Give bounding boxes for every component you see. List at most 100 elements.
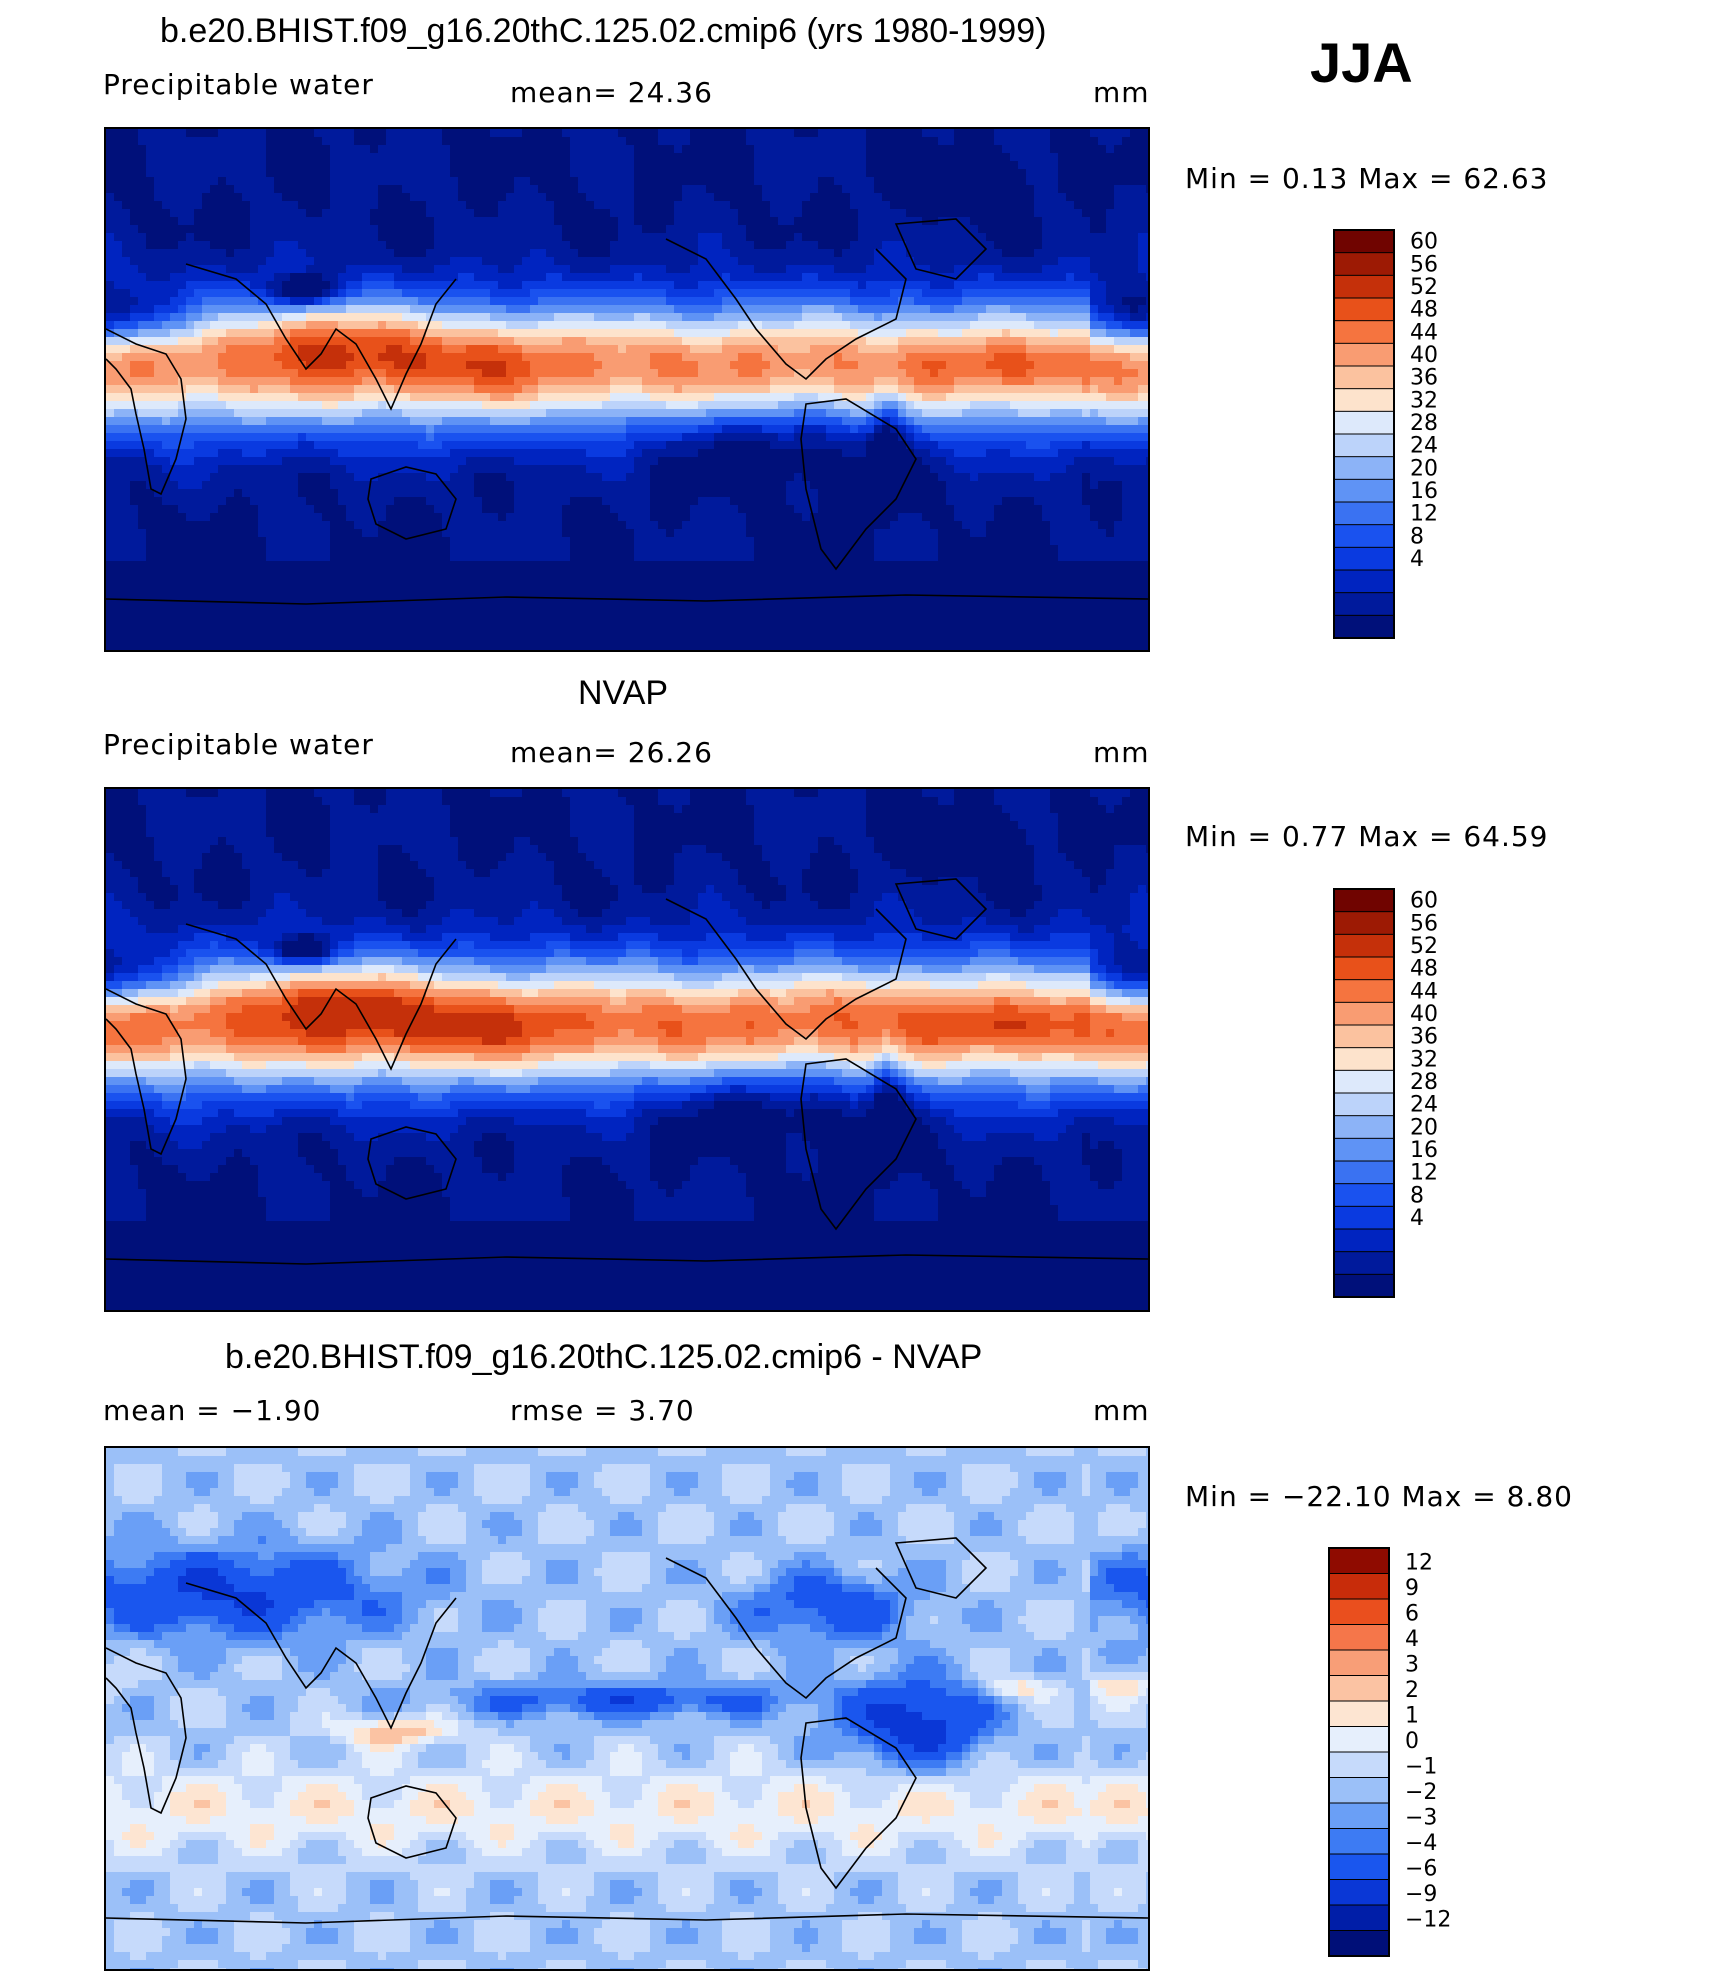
panel3-rmse-label: rmse = 3.70 xyxy=(510,1394,695,1427)
panel3-mean-label: mean = −1.90 xyxy=(103,1394,321,1427)
colorbar-tick-label: 12 xyxy=(1405,1551,1433,1576)
colorbar-tick-label: 48 xyxy=(1410,298,1438,323)
colorbar-tick-label: −6 xyxy=(1405,1857,1437,1882)
panel1-colorbar: 60 56 52 48 44 40 36 32 28 24 20 16 12 8 4 xyxy=(1333,228,1473,644)
colorbar-tick-label: 0 xyxy=(1405,1729,1419,1754)
panel1-map xyxy=(104,127,1150,652)
colorbar-swatch xyxy=(1328,1598,1390,1626)
colorbar-tick-label: 2 xyxy=(1405,1678,1419,1703)
colorbar-swatch xyxy=(1333,614,1395,640)
colorbar-swatch xyxy=(1328,1904,1390,1932)
colorbar-swatch xyxy=(1333,320,1395,345)
colorbar-tick-label: 40 xyxy=(1410,343,1438,368)
colorbar-swatch xyxy=(1333,1047,1395,1072)
field-cells xyxy=(106,1448,1148,1969)
panel3-title: b.e20.BHIST.f09_g16.20thC.125.02.cmip6 -… xyxy=(225,1338,982,1377)
panel3-colorbar: 12 9 6 4 3 2 1 0 −1 −2 −3 −4 −6 −9 −12 xyxy=(1328,1546,1478,1962)
colorbar-swatch xyxy=(1333,956,1395,981)
colorbar-swatch xyxy=(1333,252,1395,277)
colorbar-tick-label: 52 xyxy=(1410,934,1438,959)
colorbar-swatch xyxy=(1333,501,1395,526)
coastlines xyxy=(106,878,1148,1265)
colorbar-swatch xyxy=(1333,1251,1395,1276)
colorbar-tick-label: 4 xyxy=(1405,1627,1419,1652)
panel1-mean-label: mean= 24.36 xyxy=(510,76,713,109)
panel3-minmax: Min = −22.10 Max = 8.80 xyxy=(1185,1480,1573,1513)
colorbar-tick-label: 32 xyxy=(1410,388,1438,413)
panel1-title: b.e20.BHIST.f09_g16.20thC.125.02.cmip6 (… xyxy=(160,12,1046,51)
panel3-map xyxy=(104,1446,1150,1971)
colorbar-tick-label: 24 xyxy=(1410,1093,1438,1118)
colorbar-tick-label: 16 xyxy=(1410,479,1438,504)
colorbar-tick-label: −2 xyxy=(1405,1780,1437,1805)
colorbar-swatch xyxy=(1328,1751,1390,1779)
colorbar-tick-label: 8 xyxy=(1410,1183,1424,1208)
colorbar-tick-label: 36 xyxy=(1410,1025,1438,1050)
colorbar-swatch xyxy=(1328,1547,1390,1575)
colorbar-tick-label: 24 xyxy=(1410,434,1438,459)
colorbar-swatch xyxy=(1333,1092,1395,1117)
colorbar-tick-label: −3 xyxy=(1405,1806,1437,1831)
colorbar-tick-label: −1 xyxy=(1405,1755,1437,1780)
colorbar-swatch xyxy=(1333,274,1395,299)
colorbar-tick-label: 36 xyxy=(1410,366,1438,391)
colorbar-tick-label: 12 xyxy=(1410,502,1438,527)
colorbar-swatch xyxy=(1328,1879,1390,1906)
panel3-units: mm xyxy=(1093,1394,1150,1427)
colorbar-swatch xyxy=(1333,365,1395,390)
panel2-colorbar: 60 56 52 48 44 40 36 32 28 24 20 16 12 8 4 xyxy=(1333,887,1473,1303)
panel2-map xyxy=(104,787,1150,1312)
colorbar-swatch xyxy=(1328,1777,1390,1804)
colorbar-tick-label: 1 xyxy=(1405,1704,1419,1729)
colorbar-tick-label: 60 xyxy=(1410,889,1438,914)
colorbar-swatch xyxy=(1333,1069,1395,1094)
colorbar-tick-label: 44 xyxy=(1410,320,1438,345)
colorbar-tick-label: 56 xyxy=(1410,911,1438,936)
colorbar-swatch xyxy=(1333,229,1395,254)
colorbar-swatch xyxy=(1333,546,1395,572)
colorbar-tick-label: 52 xyxy=(1410,275,1438,300)
colorbar-swatch xyxy=(1328,1802,1390,1830)
colorbar-swatch xyxy=(1328,1853,1390,1881)
colorbar-tick-label: 56 xyxy=(1410,252,1438,277)
colorbar-tick-label: 12 xyxy=(1410,1161,1438,1186)
colorbar-swatch xyxy=(1333,1273,1395,1299)
colorbar-swatch xyxy=(1333,456,1395,481)
colorbar-tick-label: 8 xyxy=(1410,524,1424,549)
colorbar-swatch xyxy=(1333,342,1395,368)
colorbar-swatch xyxy=(1333,933,1395,958)
colorbar-swatch xyxy=(1328,1700,1390,1728)
colorbar-swatch xyxy=(1333,1137,1395,1162)
colorbar-tick-label: 20 xyxy=(1410,1115,1438,1140)
colorbar-tick-label: −12 xyxy=(1405,1908,1451,1933)
colorbar-tick-label: 6 xyxy=(1405,1602,1419,1627)
colorbar-swatch xyxy=(1333,1228,1395,1253)
colorbar-swatch xyxy=(1333,297,1395,322)
colorbar-swatch xyxy=(1333,433,1395,458)
panel2-minmax: Min = 0.77 Max = 64.59 xyxy=(1185,820,1549,853)
colorbar-swatch xyxy=(1328,1573,1390,1600)
field-cells xyxy=(106,789,1148,1310)
colorbar-tick-label: −9 xyxy=(1405,1882,1437,1907)
colorbar-tick-label: 40 xyxy=(1410,1002,1438,1027)
colorbar-swatch xyxy=(1328,1649,1390,1677)
colorbar-tick-label: 44 xyxy=(1410,979,1438,1004)
panel2-mean-label: mean= 26.26 xyxy=(510,736,713,769)
colorbar-tick-label: 9 xyxy=(1405,1576,1419,1601)
panel1-minmax: Min = 0.13 Max = 62.63 xyxy=(1185,162,1549,195)
colorbar-tick-label: 16 xyxy=(1410,1138,1438,1163)
colorbar-swatch xyxy=(1328,1726,1390,1753)
colorbar-tick-label: −4 xyxy=(1405,1831,1437,1856)
colorbar-tick-label: 4 xyxy=(1410,547,1424,572)
colorbar-swatch xyxy=(1333,979,1395,1004)
colorbar-swatch xyxy=(1328,1828,1390,1855)
panel2-variable-label: Precipitable water xyxy=(103,728,374,761)
panel1-units: mm xyxy=(1093,76,1150,109)
colorbar-swatch xyxy=(1333,1183,1395,1208)
colorbar-swatch xyxy=(1333,1115,1395,1140)
colorbar-tick-label: 3 xyxy=(1405,1653,1419,1678)
colorbar-swatch xyxy=(1328,1930,1390,1957)
colorbar-swatch xyxy=(1333,410,1395,435)
colorbar-swatch xyxy=(1333,524,1395,549)
season-label: JJA xyxy=(1310,30,1413,95)
